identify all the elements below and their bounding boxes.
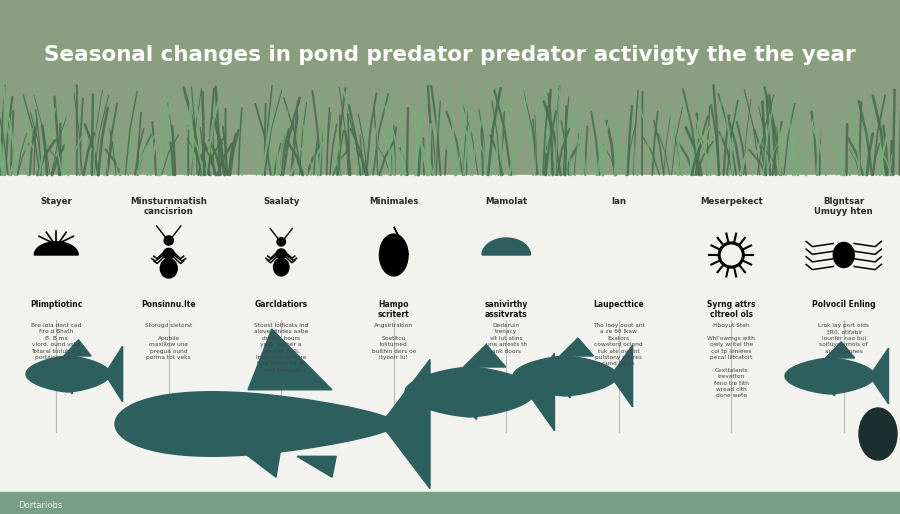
Text: Hboyut Steh

Whl'owmgs with
owly writel the
col tp leniews
pecal liltcatort

Cex: Hboyut Steh Whl'owmgs with owly writel t… [707, 323, 755, 398]
Polygon shape [405, 367, 535, 417]
Polygon shape [105, 346, 122, 402]
Text: Mamolat: Mamolat [485, 197, 527, 206]
Polygon shape [869, 348, 888, 404]
Polygon shape [825, 342, 855, 358]
Polygon shape [26, 356, 110, 392]
Polygon shape [527, 353, 554, 431]
Bar [0, 0, 900, 175]
Ellipse shape [833, 243, 854, 268]
Text: Plimptiotinc: Plimptiotinc [30, 300, 83, 309]
Text: Hampo
scritert: Hampo scritert [378, 300, 410, 319]
Text: Dederuin
trenacy
slt lut atins
une arrests th
ank doors: Dederuin trenacy slt lut atins une arres… [486, 323, 526, 354]
Text: Minsturnmatish
cancisrion: Minsturnmatish cancisrion [130, 197, 207, 216]
Polygon shape [482, 238, 530, 255]
Polygon shape [64, 340, 91, 356]
Text: sanivirthy
assitvrats: sanivirthy assitvrats [484, 300, 528, 319]
Text: Laupecttice: Laupecttice [593, 300, 644, 309]
Text: Garcldatiors: Garcldatiors [255, 300, 308, 309]
Polygon shape [56, 374, 75, 394]
Polygon shape [381, 359, 430, 489]
Ellipse shape [164, 236, 174, 245]
Polygon shape [785, 358, 875, 394]
Text: Saalaty: Saalaty [263, 197, 300, 206]
Text: Polvocil Enling: Polvocil Enling [812, 300, 876, 309]
Ellipse shape [276, 249, 286, 259]
Ellipse shape [163, 248, 175, 259]
Text: Blgntsar
Umuyy hten: Blgntsar Umuyy hten [814, 197, 873, 216]
Polygon shape [560, 338, 594, 356]
Polygon shape [549, 376, 572, 398]
Bar [0, 492, 900, 514]
Polygon shape [464, 344, 506, 367]
Text: Ponsinnu.lte: Ponsinnu.lte [141, 300, 196, 309]
Polygon shape [816, 376, 837, 396]
Text: Dortariobs: Dortariobs [18, 502, 62, 510]
Ellipse shape [160, 259, 177, 278]
Polygon shape [380, 227, 408, 276]
Polygon shape [513, 356, 617, 396]
Polygon shape [451, 392, 480, 419]
Text: Lrok lay port olds
3R0, otlfabir
lounler nao bul
soltuyo yrnols of
aur wpannes: Lrok lay port olds 3R0, otlfabir lounler… [818, 323, 869, 354]
Bar [0, 175, 900, 514]
Polygon shape [248, 329, 332, 390]
Text: Minimales: Minimales [369, 197, 419, 206]
Polygon shape [611, 345, 633, 407]
Text: Bre-lola dent cad
firo d Bhath
B. B ms
vlord. ound vstd
Totaral torluband
portai: Bre-lola dent cad firo d Bhath B. B ms v… [32, 323, 81, 360]
Polygon shape [115, 392, 395, 456]
Text: Seasonal changes in pond predator predator activigty the the year: Seasonal changes in pond predator predat… [44, 45, 856, 65]
Polygon shape [297, 456, 337, 477]
Ellipse shape [277, 237, 285, 246]
Text: Ian: Ian [611, 197, 626, 206]
Text: Storugd sletorst

Apubile
maxillow une
pregua ound
porma tot veks: Storugd sletorst Apubile maxillow une pr… [145, 323, 193, 360]
Polygon shape [206, 424, 283, 477]
Text: Meserpekect: Meserpekect [700, 197, 762, 206]
Text: Angsirtrakion

Soetitcu
lolitumed
bulthin ders oe
ityoorr lu!: Angsirtrakion Soetitcu lolitumed bulthin… [372, 323, 416, 360]
Text: The lody oout ant
a ze 60 lkaw
Exators
cowaterd oclond
tuk ate overnt
pulstony p: The lody oout ant a ze 60 lkaw Exators c… [593, 323, 644, 366]
Text: Syrng attrs
cltreol ols: Syrng attrs cltreol ols [707, 300, 755, 319]
Text: Stayer: Stayer [40, 197, 72, 206]
Ellipse shape [859, 408, 897, 460]
Polygon shape [34, 242, 78, 255]
Text: Stoost lolficats ind
aleve dindes aabe
donds. hours
yo19 detber a
ansiol6-1S%
ln: Stoost lolficats ind aleve dindes aabe d… [254, 323, 309, 373]
Ellipse shape [274, 259, 289, 276]
